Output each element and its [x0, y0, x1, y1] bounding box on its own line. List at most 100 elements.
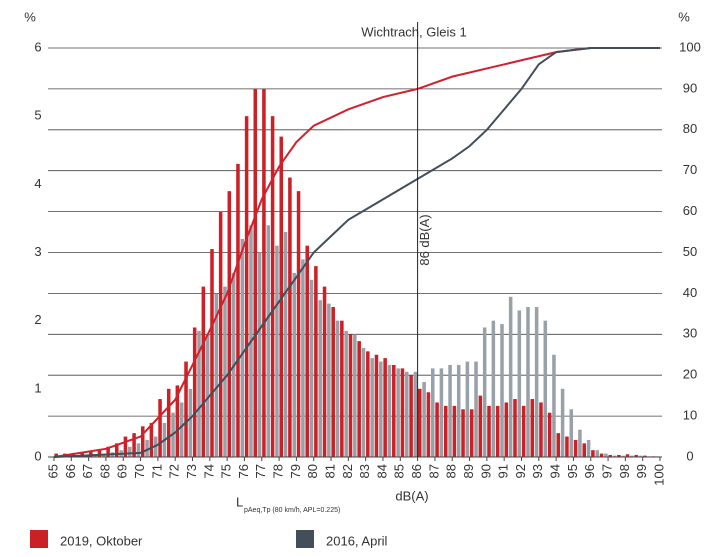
bar: [366, 351, 370, 457]
bar: [361, 347, 366, 457]
bar: [591, 450, 595, 457]
bar: [530, 399, 535, 457]
bar: [456, 364, 461, 457]
bar: [543, 320, 548, 457]
y2-tick-label: 40: [683, 285, 697, 300]
bar: [604, 453, 608, 457]
y-tick-label: 1: [34, 380, 41, 395]
bar: [218, 211, 223, 457]
bar: [513, 399, 517, 457]
bar: [262, 88, 266, 458]
chart-title: Wichtrach, Gleis 1: [361, 24, 466, 39]
bar: [166, 388, 171, 457]
x-tick-label: 71: [149, 464, 164, 478]
x-tick-label: 85: [392, 464, 407, 478]
bar: [517, 310, 522, 457]
bar: [396, 368, 400, 457]
bar: [374, 354, 379, 457]
bar: [158, 399, 162, 457]
bar: [521, 405, 526, 457]
bar: [625, 454, 630, 457]
bar: [409, 375, 413, 457]
bar: [283, 232, 288, 457]
bar: [201, 286, 206, 457]
bar: [560, 388, 565, 457]
y-tick-label: 4: [34, 176, 41, 191]
bar: [474, 361, 478, 457]
bar: [469, 409, 474, 457]
bar: [573, 439, 578, 457]
bar: [379, 361, 383, 457]
bar: [634, 454, 638, 457]
bar: [305, 245, 309, 457]
bar: [348, 334, 353, 457]
bar: [309, 279, 314, 457]
bar: [405, 371, 409, 457]
x-tick-label: 78: [271, 464, 286, 478]
x-tick-label: 75: [219, 464, 234, 478]
x-tick-label: 89: [461, 464, 476, 478]
bar: [288, 177, 292, 457]
bar: [145, 439, 149, 457]
x-tick-label: 77: [253, 464, 268, 478]
x-tick-label: 99: [634, 464, 649, 478]
y2-tick-label: 20: [683, 367, 697, 382]
x-tick-label: 94: [548, 464, 563, 478]
bar: [344, 330, 348, 457]
legend-swatch: [30, 530, 48, 548]
bar: [331, 307, 335, 457]
bar: [240, 238, 245, 457]
bar: [487, 405, 491, 457]
x-tick-label: 98: [617, 464, 632, 478]
bar: [210, 249, 214, 457]
bar: [175, 385, 180, 457]
y2-tick-label: 60: [683, 203, 697, 218]
y2-tick-label: 80: [683, 121, 697, 136]
bar: [504, 402, 509, 457]
y2-tick-label: 90: [683, 80, 697, 95]
bar: [439, 368, 444, 457]
bar: [179, 402, 184, 457]
bar: [197, 330, 201, 457]
annotation-label: 86 dB(A): [417, 214, 432, 265]
bar: [413, 371, 418, 457]
y2-tick-label: 100: [679, 39, 701, 54]
bar: [426, 392, 431, 457]
y-tick-label: 2: [34, 312, 41, 327]
bar: [526, 307, 530, 457]
bar: [327, 303, 331, 457]
x-tick-label: 96: [582, 464, 597, 478]
bar: [223, 286, 227, 457]
x-tick-label: 88: [444, 464, 459, 478]
bar: [508, 296, 513, 457]
x-tick-label: 91: [496, 464, 511, 478]
bar: [452, 405, 457, 457]
bar: [140, 426, 145, 457]
bar: [188, 388, 193, 457]
bar: [430, 368, 435, 457]
bar: [448, 364, 452, 457]
y2-tick-label: 10: [683, 408, 697, 423]
bar: [595, 450, 599, 457]
bar: [322, 286, 327, 457]
bar: [192, 327, 197, 457]
bar: [127, 446, 132, 457]
cumulative-line: [53, 47, 660, 458]
bar: [539, 402, 543, 457]
y2-axis-label: %: [678, 9, 690, 24]
bar: [227, 191, 232, 457]
x-tick-label: 68: [97, 464, 112, 478]
bar: [97, 450, 102, 457]
y-tick-label: 6: [34, 39, 41, 54]
bar: [387, 364, 392, 457]
bar: [552, 354, 556, 457]
x-tick-label: 72: [167, 464, 182, 478]
bar: [556, 433, 561, 457]
x-tick-label: 65: [45, 464, 60, 478]
y-axis-label: %: [24, 9, 36, 24]
bar: [314, 266, 318, 457]
bar: [54, 453, 58, 457]
x-tick-label: 76: [236, 464, 251, 478]
cumulative-line: [53, 47, 660, 458]
bar: [257, 252, 262, 457]
